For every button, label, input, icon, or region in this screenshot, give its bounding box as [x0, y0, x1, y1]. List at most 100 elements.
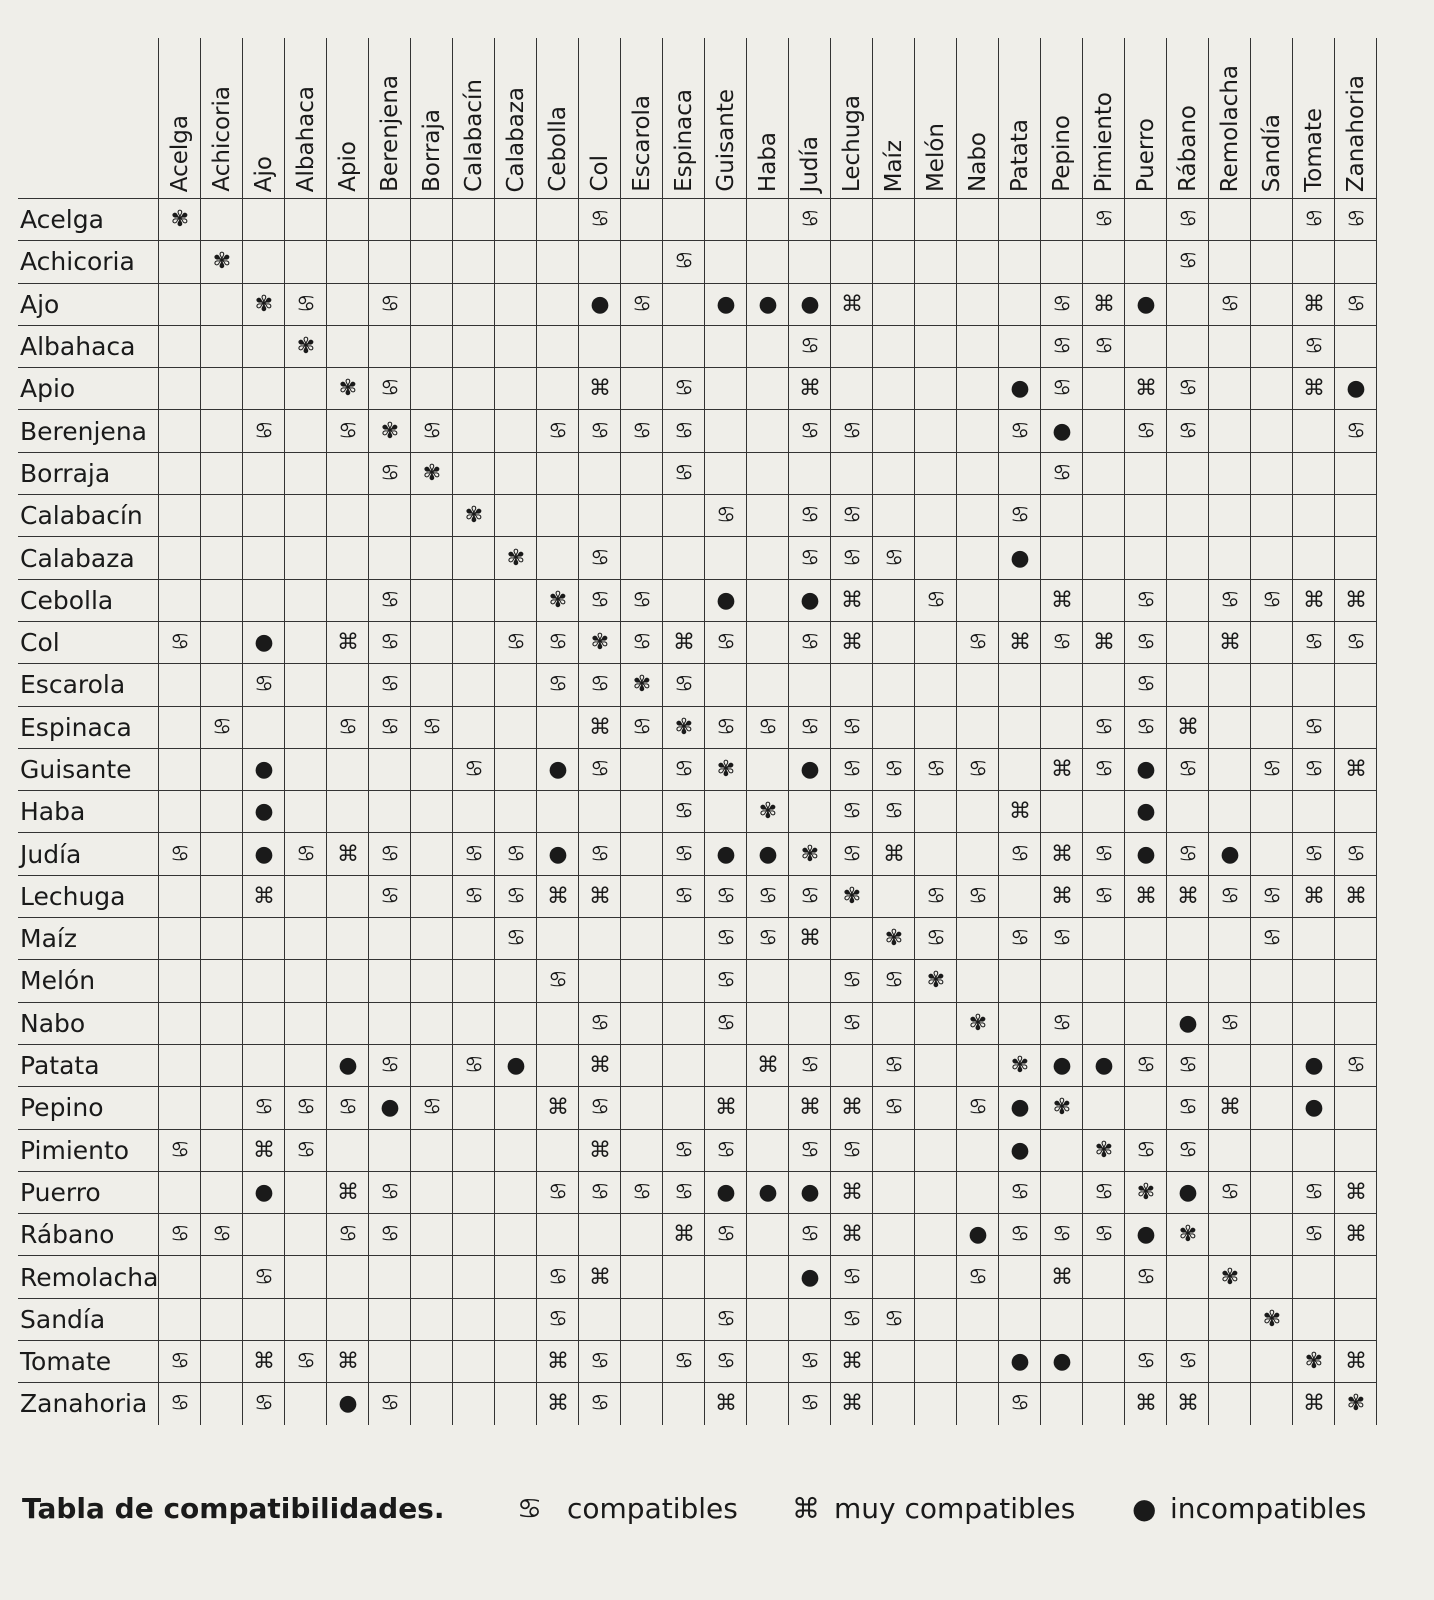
- symbol-cell: ⌘: [1334, 1170, 1378, 1215]
- symbol-cell: ●: [1082, 1043, 1126, 1088]
- symbol-cell: ⌘: [1334, 1340, 1378, 1384]
- empty-cell: [1334, 1255, 1378, 1299]
- empty-cell: [158, 536, 202, 580]
- row: Pimiento ♋ ⌘ ♋ ⌘ ♋ ♋ ♋ ♋ ● ✾ ♋ ♋: [18, 1128, 1378, 1172]
- empty-cell: [1208, 240, 1252, 284]
- empty-cell: [242, 324, 286, 369]
- empty-cell: [956, 917, 1000, 961]
- column-header: Borraja: [410, 38, 454, 199]
- symbol-cell: ♋: [368, 705, 412, 749]
- symbol-cell: ✾: [326, 367, 370, 411]
- empty-cell: [200, 536, 244, 580]
- empty-cell: [494, 1382, 538, 1425]
- symbol-cell: ♋: [914, 874, 958, 919]
- symbol-cell: ⌘: [830, 282, 874, 326]
- symbol-cell: ●: [746, 832, 790, 876]
- row: Melón ♋ ♋ ♋ ♋ ✾: [18, 959, 1378, 1003]
- empty-cell: [284, 367, 328, 411]
- column-label: Pimiento: [1090, 91, 1117, 192]
- column-header: Puerro: [1124, 38, 1168, 199]
- symbol-cell: ⌘: [788, 367, 832, 411]
- empty-cell: [914, 1255, 958, 1299]
- column-header: Haba: [746, 38, 790, 199]
- symbol-cell: ♋: [914, 917, 958, 961]
- empty-cell: [410, 874, 454, 919]
- symbol-cell: ✾: [704, 747, 748, 792]
- empty-cell: [326, 282, 370, 326]
- empty-cell: [872, 1340, 916, 1384]
- empty-cell: [1040, 1297, 1084, 1342]
- symbol-cell: ✾: [284, 324, 328, 369]
- empty-cell: [1208, 1128, 1252, 1172]
- empty-cell: [1292, 1128, 1336, 1172]
- empty-cell: [662, 578, 706, 622]
- symbol-cell: ♋: [704, 1340, 748, 1384]
- empty-cell: [284, 409, 328, 453]
- symbol-cell: ⌘: [578, 367, 622, 411]
- row: Patata ● ♋ ♋ ● ⌘ ⌘ ♋ ♋ ✾ ● ● ♋ ♋ ● ♋: [18, 1043, 1378, 1088]
- empty-cell: [914, 620, 958, 665]
- symbol-cell: ♋: [998, 1382, 1042, 1425]
- symbol-cell: ♋: [494, 620, 538, 665]
- symbol-cell: ♋: [284, 832, 328, 876]
- empty-cell: [536, 494, 580, 538]
- symbol-cell: ♋: [872, 1043, 916, 1088]
- symbol-cell: ♋: [368, 874, 412, 919]
- symbol-cell: ♋: [830, 959, 874, 1003]
- empty-cell: [536, 1001, 580, 1045]
- symbol-cell: ✾: [746, 790, 790, 834]
- empty-cell: [536, 1128, 580, 1172]
- empty-cell: [452, 1255, 496, 1299]
- empty-cell: [452, 1382, 496, 1425]
- empty-cell: [620, 324, 664, 369]
- symbol-cell: ♋: [284, 1340, 328, 1384]
- empty-cell: [368, 494, 412, 538]
- empty-cell: [998, 1297, 1042, 1342]
- symbol-cell: ⌘: [1208, 620, 1252, 665]
- symbol-cell: ⌘: [704, 1382, 748, 1425]
- symbol-cell: ♋: [1334, 832, 1378, 876]
- empty-cell: [158, 1001, 202, 1045]
- symbol-cell: ●: [998, 1128, 1042, 1172]
- empty-cell: [326, 1255, 370, 1299]
- symbol-cell: ♋: [578, 1382, 622, 1425]
- empty-cell: [1250, 1382, 1294, 1425]
- row-label: Guisante: [18, 747, 160, 792]
- symbol-cell: ♋: [662, 874, 706, 919]
- symbol-cell: ♋: [662, 1340, 706, 1384]
- column-label: Berenjena: [376, 75, 403, 192]
- empty-cell: [914, 1297, 958, 1342]
- empty-cell: [1082, 409, 1126, 453]
- empty-cell: [242, 367, 286, 411]
- symbol-cell: ✾: [830, 874, 874, 919]
- empty-cell: [410, 959, 454, 1003]
- symbol-cell: ⌘: [788, 917, 832, 961]
- empty-cell: [536, 240, 580, 284]
- empty-cell: [1334, 324, 1378, 369]
- symbol-cell: ♋: [704, 917, 748, 961]
- column-label: Pepino: [1048, 115, 1075, 192]
- column-label: Calabaza: [502, 86, 529, 193]
- empty-cell: [872, 409, 916, 453]
- symbol-cell: ♋: [998, 832, 1042, 876]
- column-header: Achicoria: [200, 38, 244, 199]
- row-label: Albahaca: [18, 324, 160, 369]
- symbol-cell: ♋: [494, 917, 538, 961]
- empty-cell: [746, 367, 790, 411]
- empty-cell: [158, 874, 202, 919]
- symbol-cell: ⌘: [830, 620, 874, 665]
- symbol-cell: ♋: [1166, 367, 1210, 411]
- symbol-cell: ⌘: [830, 1382, 874, 1425]
- empty-cell: [788, 959, 832, 1003]
- empty-cell: [620, 536, 664, 580]
- empty-cell: [326, 790, 370, 834]
- row: Achicoria ✾ ♋ ♋: [18, 240, 1378, 284]
- empty-cell: [914, 451, 958, 496]
- empty-cell: [872, 1213, 916, 1257]
- symbol-cell: ♋: [746, 917, 790, 961]
- empty-cell: [536, 197, 580, 242]
- column-label: Sandía: [1258, 113, 1285, 192]
- empty-cell: [410, 536, 454, 580]
- empty-cell: [1250, 1255, 1294, 1299]
- symbol-cell: ♋: [578, 536, 622, 580]
